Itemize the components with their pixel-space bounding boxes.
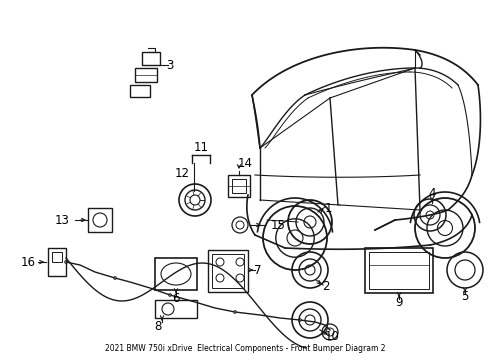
Bar [142, 52, 160, 65]
Text: 2: 2 [322, 279, 330, 292]
Bar [52, 252, 62, 262]
Bar [208, 250, 248, 292]
Text: 3: 3 [166, 59, 173, 72]
Bar [155, 300, 197, 318]
Bar [88, 208, 112, 232]
Text: 2021 BMW 750i xDrive  Electrical Components - Front Bumper Diagram 2: 2021 BMW 750i xDrive Electrical Componen… [105, 344, 385, 353]
Bar [369, 252, 429, 289]
Text: 7: 7 [254, 264, 262, 276]
Text: 10: 10 [324, 329, 340, 342]
Text: 13: 13 [54, 213, 70, 226]
Text: 11: 11 [194, 140, 209, 153]
Bar [212, 254, 244, 288]
Bar [228, 175, 250, 197]
Bar [130, 85, 150, 97]
Text: 1: 1 [324, 202, 332, 215]
Text: 14: 14 [238, 157, 252, 170]
Bar [365, 248, 433, 293]
Bar [135, 68, 157, 82]
Text: 12: 12 [174, 166, 190, 180]
Text: 15: 15 [270, 219, 286, 231]
Text: 8: 8 [154, 320, 162, 333]
Text: 4: 4 [428, 186, 436, 199]
Text: 9: 9 [395, 296, 403, 309]
Text: 5: 5 [461, 291, 469, 303]
Text: 16: 16 [21, 256, 35, 269]
Text: 6: 6 [172, 292, 180, 305]
Bar [48, 248, 66, 276]
Bar [155, 258, 197, 290]
Bar [232, 179, 246, 193]
